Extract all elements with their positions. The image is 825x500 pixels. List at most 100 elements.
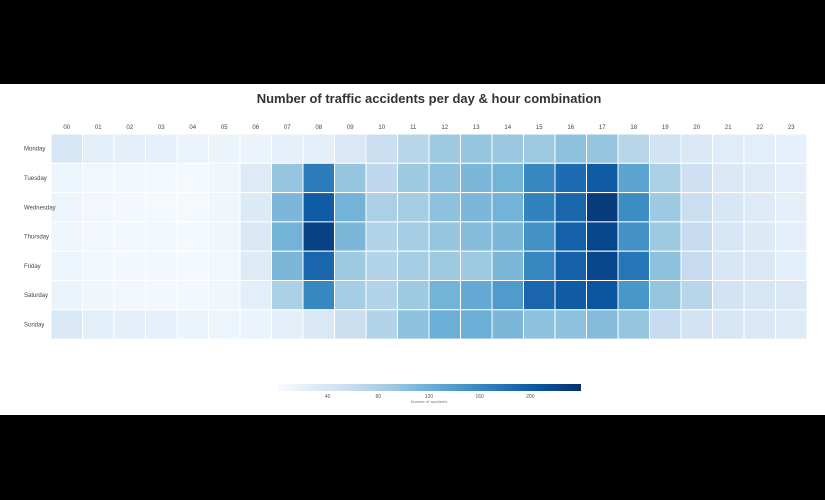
heatmap-cell xyxy=(176,162,209,194)
chart-title: Number of traffic accidents per day & ho… xyxy=(257,91,602,106)
heatmap-cell xyxy=(554,162,587,194)
x-tick-label: 01 xyxy=(95,125,102,131)
heatmap-cell xyxy=(271,309,304,340)
heatmap-cell xyxy=(176,133,209,164)
x-tick-label: 21 xyxy=(725,125,732,131)
heatmap-cell xyxy=(397,192,430,223)
heatmap-cell xyxy=(145,250,178,281)
heatmap-cell xyxy=(649,221,682,252)
colorbar xyxy=(277,384,581,391)
heatmap-cell xyxy=(271,162,304,194)
heatmap-cell xyxy=(397,162,430,194)
heatmap-cell xyxy=(397,280,430,311)
heatmap-cell xyxy=(460,192,493,223)
heatmap-cell xyxy=(113,221,146,252)
heatmap-cell xyxy=(680,221,713,252)
heatmap-cell xyxy=(712,221,745,252)
heatmap-cell xyxy=(365,133,398,164)
heatmap-cell xyxy=(743,309,776,340)
heatmap-cell xyxy=(113,309,146,340)
x-tick-label: 11 xyxy=(410,125,417,131)
heatmap-cell xyxy=(554,221,587,252)
heatmap-cell xyxy=(460,309,493,340)
heatmap-cell xyxy=(649,280,682,311)
heatmap-cell xyxy=(460,280,493,311)
heatmap-cell xyxy=(649,133,682,164)
heatmap-cell xyxy=(743,133,776,164)
heatmap-cell xyxy=(460,133,493,164)
heatmap-cell xyxy=(239,221,272,252)
heatmap-cell xyxy=(113,133,146,164)
heatmap-cell xyxy=(554,192,587,223)
colorbar-tick-label: 160 xyxy=(475,394,484,400)
x-tick-label: 07 xyxy=(284,125,291,131)
heatmap-cell xyxy=(617,280,650,311)
heatmap-chart: Number of traffic accidents per day & ho… xyxy=(24,91,808,404)
heatmap-cell xyxy=(523,133,556,164)
heatmap-cell xyxy=(176,221,209,252)
heatmap-cell xyxy=(365,162,398,194)
heatmap-cell xyxy=(617,250,650,281)
heatmap-cell xyxy=(712,309,745,340)
heatmap-cell xyxy=(680,192,713,223)
heatmap-cell xyxy=(208,162,241,194)
heatmap-cell xyxy=(491,192,524,223)
heatmap-cell xyxy=(712,162,745,194)
chart-canvas: Number of traffic accidents per day & ho… xyxy=(0,84,825,415)
x-tick-label: 05 xyxy=(221,125,228,131)
heatmap-cell xyxy=(397,250,430,281)
heatmap-cell xyxy=(460,250,493,281)
heatmap-cell xyxy=(397,133,430,164)
y-tick-label: Friday xyxy=(24,264,41,270)
heatmap-cell xyxy=(743,280,776,311)
heatmap-cell xyxy=(523,250,556,281)
heatmap-cell xyxy=(208,250,241,281)
heatmap-cell xyxy=(617,221,650,252)
colorbar-tick-label: 80 xyxy=(376,394,382,400)
heatmap-cell xyxy=(365,280,398,311)
heatmap-cell xyxy=(680,309,713,340)
heatmap-cell xyxy=(239,280,272,311)
heatmap-cell xyxy=(775,221,808,252)
heatmap-cell xyxy=(50,162,83,194)
heatmap-cell xyxy=(82,250,115,281)
heatmap-cell xyxy=(113,250,146,281)
x-tick-label: 23 xyxy=(788,125,795,131)
heatmap-cell xyxy=(743,250,776,281)
heatmap-cell xyxy=(208,309,241,340)
colorbar-label: Number of accidents xyxy=(411,399,448,404)
heatmap-cell xyxy=(523,280,556,311)
heatmap-cell xyxy=(712,133,745,164)
x-tick-label: 20 xyxy=(693,125,700,131)
heatmap-cell xyxy=(302,192,335,223)
heatmap-cell xyxy=(680,250,713,281)
heatmap-cell xyxy=(586,221,619,252)
heatmap-cell xyxy=(775,250,808,281)
heatmap-cell xyxy=(428,133,461,164)
heatmap-cell xyxy=(50,250,83,281)
heatmap-cell xyxy=(302,162,335,194)
heatmap-cell xyxy=(271,280,304,311)
heatmap-cell xyxy=(491,309,524,340)
heatmap-cell xyxy=(617,133,650,164)
heatmap-cell xyxy=(145,133,178,164)
heatmap-cell xyxy=(50,133,83,164)
heatmap-cell xyxy=(176,250,209,281)
heatmap-cell xyxy=(208,192,241,223)
heatmap-cell xyxy=(145,280,178,311)
heatmap-cell xyxy=(365,309,398,340)
x-tick-label: 22 xyxy=(756,125,763,131)
x-tick-label: 12 xyxy=(441,125,448,131)
heatmap-cell xyxy=(523,192,556,223)
heatmap-cell xyxy=(50,280,83,311)
x-tick-label: 13 xyxy=(473,125,480,131)
heatmap-cell xyxy=(145,309,178,340)
x-tick-label: 14 xyxy=(504,125,511,131)
heatmap-cell xyxy=(302,221,335,252)
heatmap-cell xyxy=(428,221,461,252)
heatmap-cell xyxy=(302,133,335,164)
heatmap-cell xyxy=(271,221,304,252)
heatmap-cell xyxy=(775,192,808,223)
heatmap-cell xyxy=(649,309,682,340)
y-tick-label: Wednesday xyxy=(24,205,56,211)
